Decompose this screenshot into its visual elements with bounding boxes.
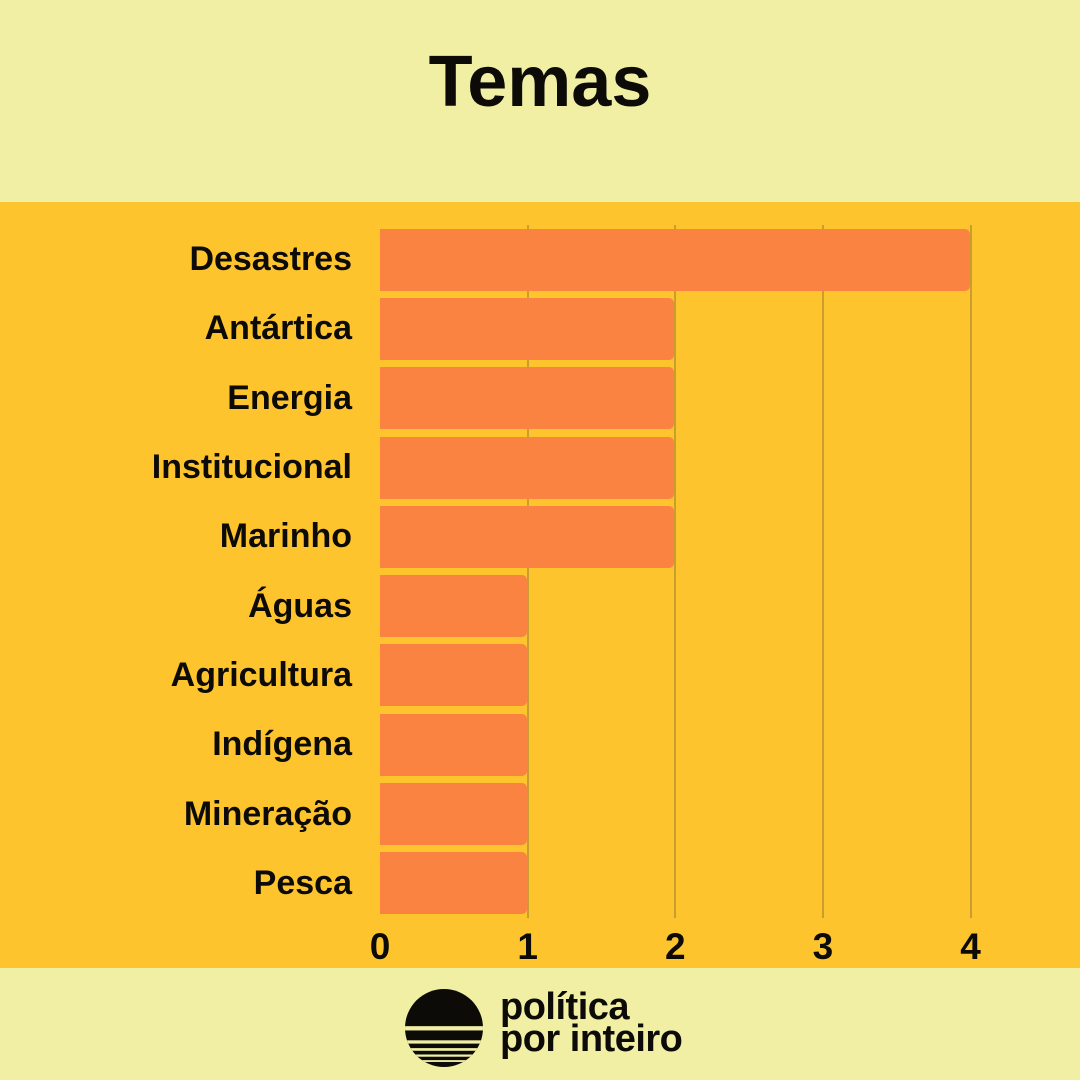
category-label-2: Energia: [227, 378, 352, 417]
x-tick-label-3: 3: [812, 926, 834, 967]
category-label-1: Antártica: [204, 309, 352, 348]
bar-row-9: [380, 849, 1020, 918]
gridline-4: [969, 225, 972, 918]
bars-container: [380, 225, 1020, 918]
bar-row-2: [380, 364, 1020, 433]
bar-row-4: [380, 502, 1020, 571]
plot-area: [380, 225, 1020, 918]
politica-por-inteiro-logo: política por inteiro: [405, 986, 683, 1067]
gridline-2: [674, 225, 677, 918]
category-labels-column: Desastres Antártica Energia Institucional Ma…: [0, 225, 352, 918]
x-axis-tick-labels: 0 1 2 3 4: [0, 928, 1080, 968]
bar-7: [380, 713, 527, 776]
bar-row-5: [380, 571, 1020, 640]
gridline-3: [821, 225, 824, 918]
sunset-stripes-circle-icon: [405, 989, 483, 1067]
chart-title: Temas: [428, 42, 652, 122]
category-label-6: Agricultura: [170, 655, 352, 694]
x-tick-label-2: 2: [665, 926, 686, 967]
bar-row-0: [380, 225, 1020, 294]
header-band: Temas: [0, 0, 1080, 202]
category-label-5: Águas: [248, 586, 352, 625]
logo-line-1: política: [500, 986, 630, 1028]
category-label-8: Mineração: [183, 794, 352, 833]
bar-4: [380, 505, 675, 568]
logo-line-2: por inteiro: [500, 1018, 683, 1060]
category-label-0: Desastres: [189, 240, 352, 279]
x-tick-label-0: 0: [369, 926, 391, 967]
bar-9: [380, 852, 527, 915]
bar-3: [380, 436, 675, 499]
bar-row-6: [380, 641, 1020, 710]
bar-6: [380, 644, 527, 707]
category-label-3: Institucional: [151, 448, 352, 487]
x-tick-label-4: 4: [960, 926, 981, 967]
footer-band: política por inteiro: [0, 968, 1080, 1080]
bar-1: [380, 297, 675, 360]
bar-row-3: [380, 433, 1020, 502]
bar-8: [380, 783, 527, 846]
bar-0: [380, 228, 970, 291]
x-tick-label-1: 1: [517, 926, 538, 967]
category-label-9: Pesca: [253, 863, 352, 902]
gridline-1: [526, 225, 529, 918]
logo-wordmark: política por inteiro: [500, 986, 683, 1060]
bar-row-7: [380, 710, 1020, 779]
bar-row-1: [380, 294, 1020, 363]
bar-row-8: [380, 779, 1020, 848]
bar-2: [380, 367, 675, 430]
category-label-7: Indígena: [212, 725, 352, 764]
category-label-4: Marinho: [219, 517, 352, 556]
bar-5: [380, 575, 527, 638]
